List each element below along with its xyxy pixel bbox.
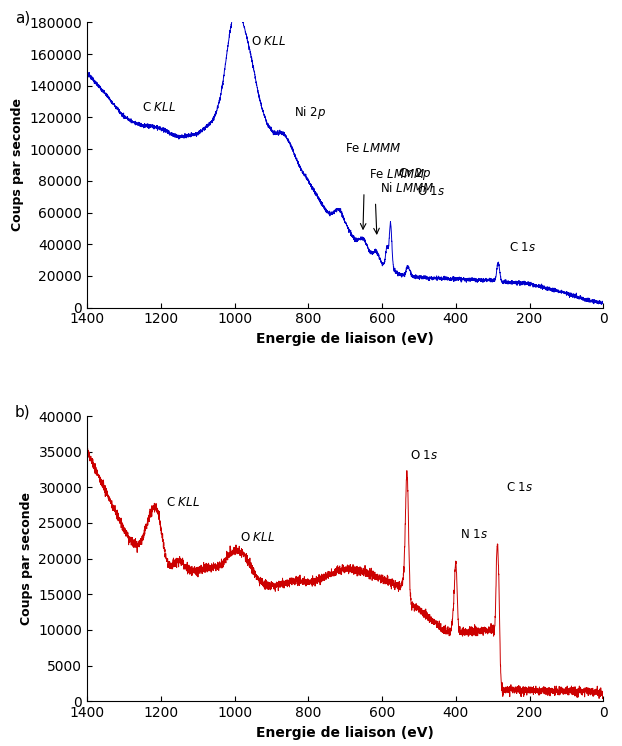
Y-axis label: Coups par seconde: Coups par seconde (11, 98, 24, 231)
Text: C $\mathit{KLL}$: C $\mathit{KLL}$ (166, 495, 200, 509)
Text: b): b) (15, 404, 30, 419)
Text: Ni $\mathit{LMMM}$: Ni $\mathit{LMMM}$ (379, 181, 434, 195)
Text: C $\mathit{KLL}$: C $\mathit{KLL}$ (142, 101, 177, 114)
Text: Cr 2$\mathit{p}$: Cr 2$\mathit{p}$ (398, 166, 432, 183)
Text: Ni 2$\mathit{p}$: Ni 2$\mathit{p}$ (294, 104, 326, 121)
Y-axis label: Coups par seconde: Coups par seconde (20, 492, 33, 625)
Text: O $\mathit{KLL}$: O $\mathit{KLL}$ (240, 531, 275, 545)
Text: O 1$\mathit{s}$: O 1$\mathit{s}$ (410, 449, 438, 463)
Text: a): a) (15, 11, 30, 26)
Text: O 1$\mathit{s}$: O 1$\mathit{s}$ (417, 185, 446, 198)
Text: Fe $\mathit{LMMM}$: Fe $\mathit{LMMM}$ (345, 142, 402, 155)
Text: C 1$\mathit{s}$: C 1$\mathit{s}$ (506, 481, 534, 495)
Text: O $\mathit{KLL}$: O $\mathit{KLL}$ (251, 35, 286, 48)
Text: C 1$\mathit{s}$: C 1$\mathit{s}$ (509, 241, 537, 254)
Text: Fe $\mathit{LMMM}$: Fe $\mathit{LMMM}$ (369, 168, 425, 181)
X-axis label: Energie de liaison (eV): Energie de liaison (eV) (256, 726, 434, 739)
X-axis label: Energie de liaison (eV): Energie de liaison (eV) (256, 332, 434, 346)
Text: N 1$\mathit{s}$: N 1$\mathit{s}$ (460, 528, 488, 541)
